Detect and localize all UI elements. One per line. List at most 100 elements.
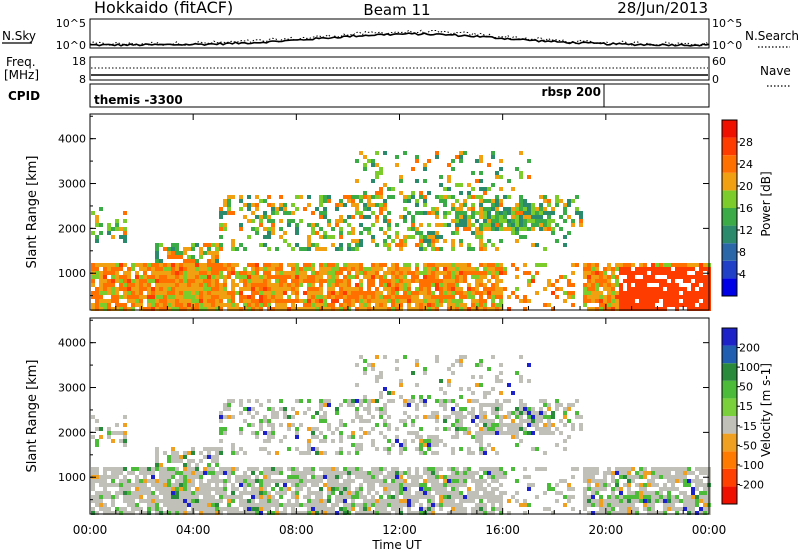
velocity-cell — [451, 499, 455, 503]
velocity-cell — [147, 511, 151, 515]
power-cell — [595, 263, 599, 267]
power-cell — [423, 235, 427, 239]
power-cell — [255, 267, 259, 271]
velocity-cell — [543, 411, 547, 415]
velocity-cell — [511, 431, 515, 435]
power-cell — [495, 263, 499, 267]
velocity-cell — [603, 475, 607, 479]
power-cell — [551, 211, 555, 215]
velocity-cell — [279, 491, 283, 495]
power-cell — [351, 275, 355, 279]
velocity-cell — [183, 499, 187, 503]
velocity-cell — [219, 507, 223, 511]
velocity-cell — [167, 499, 171, 503]
power-cell — [219, 267, 223, 271]
power-cell — [491, 199, 495, 203]
power-cell — [255, 299, 259, 303]
velocity-cell — [467, 491, 471, 495]
velocity-cell — [391, 495, 395, 499]
power-cell — [123, 291, 127, 295]
power-cell — [183, 279, 187, 283]
power-cell — [359, 215, 363, 219]
velocity-cell — [383, 503, 387, 507]
velocity-cell — [127, 487, 131, 491]
power-cell — [103, 263, 107, 267]
power-cell — [191, 295, 195, 299]
velocity-cell — [659, 491, 663, 495]
power-cell — [631, 307, 635, 311]
power-cell — [231, 263, 235, 267]
power-cell — [607, 299, 611, 303]
velocity-cell — [123, 467, 127, 471]
velocity-cell — [463, 475, 467, 479]
velocity-cell — [295, 479, 299, 483]
velocity-cell — [647, 471, 651, 475]
power-cell — [639, 291, 643, 295]
power-cell — [367, 159, 371, 163]
power-cell — [243, 283, 247, 287]
velocity-cell — [187, 463, 191, 467]
power-cell — [471, 271, 475, 275]
velocity-cell — [95, 471, 99, 475]
velocity-cell — [179, 499, 183, 503]
power-cell — [447, 179, 451, 183]
power-cell — [359, 303, 363, 307]
velocity-cell — [631, 475, 635, 479]
velocity-cell — [603, 479, 607, 483]
power-cell — [315, 307, 319, 311]
velocity-cell — [543, 451, 547, 455]
velocity-cell — [543, 415, 547, 419]
velocity-cell — [507, 431, 511, 435]
velocity-cell — [663, 471, 667, 475]
power-cell — [439, 287, 443, 291]
velocity-cell — [519, 415, 523, 419]
power-cell — [403, 279, 407, 283]
velocity-cell — [167, 483, 171, 487]
power-cell — [91, 303, 95, 307]
power-cell — [399, 287, 403, 291]
power-cell — [175, 275, 179, 279]
velocity-cell — [463, 407, 467, 411]
power-cell — [483, 291, 487, 295]
velocity-cell — [451, 475, 455, 479]
velocity-colorbar-cell — [722, 468, 737, 487]
velocity-cell — [307, 467, 311, 471]
velocity-cell — [123, 479, 127, 483]
velocity-cell — [111, 467, 115, 471]
power-cell — [251, 211, 255, 215]
velocity-cell — [447, 427, 451, 431]
power-cell — [375, 151, 379, 155]
velocity-cell — [295, 503, 299, 507]
power-cell — [183, 287, 187, 291]
power-cell — [523, 227, 527, 231]
power-cell — [415, 307, 419, 311]
velocity-cell — [395, 475, 399, 479]
power-cell — [415, 179, 419, 183]
velocity-cell — [171, 451, 175, 455]
power-cell — [259, 291, 263, 295]
velocity-cell — [367, 475, 371, 479]
power-cell — [155, 279, 159, 283]
velocity-cell — [471, 375, 475, 379]
power-cell — [239, 199, 243, 203]
velocity-cell — [487, 443, 491, 447]
power-cell — [203, 283, 207, 287]
velocity-cell — [247, 491, 251, 495]
power-cell — [451, 207, 455, 211]
power-cell — [247, 263, 251, 267]
velocity-cell — [459, 499, 463, 503]
velocity-cell — [703, 507, 707, 511]
velocity-cell — [119, 511, 123, 515]
power-cell — [327, 195, 331, 199]
power-cell — [343, 263, 347, 267]
velocity-cell — [247, 423, 251, 427]
velocity-cell — [387, 423, 391, 427]
velocity-cell — [475, 507, 479, 511]
power-cell — [475, 231, 479, 235]
power-cell — [483, 287, 487, 291]
velocity-cell — [247, 475, 251, 479]
velocity-cell — [155, 483, 159, 487]
velocity-cell — [643, 499, 647, 503]
velocity-cell — [467, 487, 471, 491]
